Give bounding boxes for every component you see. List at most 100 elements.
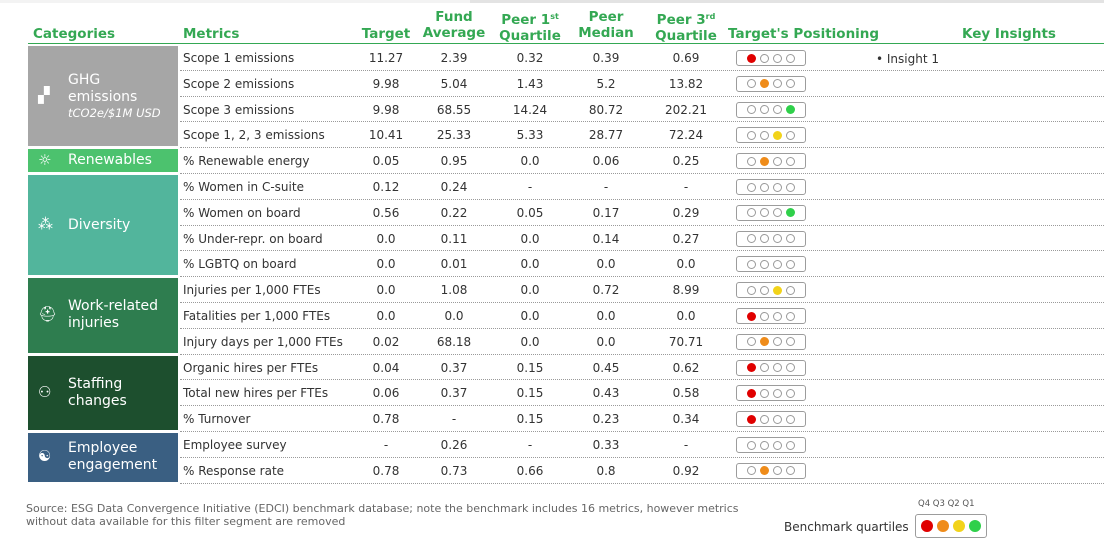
cell-q3: 8.99: [672, 283, 700, 298]
cell-median: 0.06: [592, 154, 620, 169]
quartile-dot: [773, 79, 782, 89]
top-divider: [0, 0, 1104, 3]
cell-median: 0.0: [596, 257, 616, 272]
quartile-dot: [773, 182, 782, 192]
category-title: Renewables: [68, 152, 152, 169]
category-title: GHG: [68, 72, 101, 89]
category-staffing: ⚇ Staffing changes: [28, 355, 178, 430]
cell-fund: 25.33: [436, 128, 472, 143]
quartile-dot: [786, 388, 795, 398]
legend-dot-q4: [921, 520, 933, 532]
cell-median: -: [603, 180, 609, 194]
row-divider: [180, 456, 1104, 458]
cell-median: 0.0: [596, 334, 616, 349]
cell-q3: 0.58: [672, 386, 700, 401]
insight-item: • Insight 1: [876, 52, 939, 66]
cell-median: 80.72: [588, 102, 624, 117]
worker-icon: ⛑: [38, 305, 58, 324]
cell-q3: 0.34: [672, 412, 700, 427]
quartile-dot: [747, 311, 756, 321]
cell-q1: 0.0: [520, 334, 540, 349]
header-key-insights: Key Insights: [962, 26, 1056, 42]
cell-q3: 0.27: [672, 231, 700, 246]
category-title: engagement: [68, 457, 158, 474]
row-divider: [180, 302, 1104, 303]
quartile-dot: [747, 105, 756, 115]
cell-median: 28.77: [588, 128, 624, 143]
team-icon: ⚇: [38, 382, 52, 401]
cell-fund: 0.26: [440, 438, 468, 452]
category-title: changes: [68, 392, 127, 409]
cell-target: 0.0: [376, 309, 396, 323]
category-injuries: ⛑ Work-related injuries: [28, 278, 178, 353]
row-divider: [180, 327, 1104, 329]
header-target: Target: [361, 26, 411, 42]
positioning-indicator: [736, 333, 806, 350]
cell-fund: 0.95: [440, 154, 468, 169]
quartile-dot: [747, 130, 756, 140]
cell-q1: -: [527, 438, 533, 452]
category-diversity: ⁂ Diversity: [28, 175, 178, 276]
metric-label: % Renewable energy: [183, 154, 310, 169]
cell-target: 11.27: [368, 51, 404, 65]
quartile-dot: [760, 388, 769, 398]
quartile-dot: [773, 285, 782, 295]
category-renewables: ☼ Renewables: [28, 149, 178, 172]
handshake-icon: ☯: [38, 447, 52, 466]
row-divider: [180, 250, 1104, 252]
quartile-dot: [760, 337, 769, 347]
positioning-indicator: [736, 385, 806, 402]
cell-fund: 0.37: [440, 360, 468, 375]
cell-fund: 68.18: [436, 334, 472, 349]
cell-q1: 0.0: [520, 231, 540, 246]
cell-q1: 1.43: [516, 76, 544, 91]
cell-fund: 0.0: [444, 309, 464, 323]
cell-q3: 0.92: [672, 463, 700, 478]
quartile-dot: [773, 156, 782, 166]
positioning-indicator: [736, 101, 806, 118]
quartile-dot: [773, 363, 782, 373]
metric-label: Total new hires per FTEs: [183, 386, 329, 401]
cell-q3: 0.0: [676, 257, 696, 272]
quartile-dot: [786, 337, 795, 347]
category-title: emissions: [68, 89, 138, 106]
cell-q3: 202.21: [665, 102, 707, 117]
cell-q1: 5.33: [516, 128, 544, 143]
header-positioning: Target's Positioning: [728, 26, 880, 42]
metric-label: Scope 2 emissions: [183, 76, 295, 91]
quartile-dot: [773, 53, 782, 63]
legend-label: Benchmark quartiles: [784, 520, 909, 534]
header-categories: Categories: [33, 26, 116, 42]
cell-median: 5.2: [596, 76, 616, 91]
category-title: Employee: [68, 440, 138, 457]
metric-label: Scope 1, 2, 3 emissions: [183, 128, 325, 143]
quartile-dot: [786, 130, 795, 140]
row-divider: [180, 482, 1104, 484]
cell-target: 0.78: [372, 412, 400, 427]
cell-q3: 0.62: [672, 360, 700, 375]
quartile-dot: [747, 208, 756, 218]
positioning-indicator: [736, 50, 806, 66]
cell-target: 0.56: [372, 205, 400, 220]
header-peer-q3: Peer 3rd Quartile: [655, 12, 717, 44]
quartile-dot: [747, 234, 756, 244]
positioning-indicator: [736, 282, 806, 299]
quartile-dot: [786, 156, 795, 166]
cell-fund: 2.39: [440, 51, 468, 65]
metric-label: % Turnover: [183, 412, 251, 427]
category-title: injuries: [68, 315, 120, 332]
category-subtitle: tCO2e/$1M USD: [68, 106, 161, 121]
cell-target: 0.0: [376, 257, 396, 272]
positioning-indicator: [736, 308, 806, 324]
legend-quartile-labels: Q4 Q3 Q2 Q1: [918, 499, 975, 509]
quartile-dot: [773, 466, 782, 476]
quartile-dot: [773, 234, 782, 244]
cell-target: 9.98: [372, 102, 400, 117]
cell-target: 0.04: [372, 360, 400, 375]
row-divider: [180, 224, 1104, 226]
quartile-dot: [773, 440, 782, 450]
cell-fund: 0.11: [440, 231, 468, 246]
cell-target: 0.06: [372, 386, 400, 401]
quartile-dot: [773, 208, 782, 218]
quartile-dot: [786, 182, 795, 192]
